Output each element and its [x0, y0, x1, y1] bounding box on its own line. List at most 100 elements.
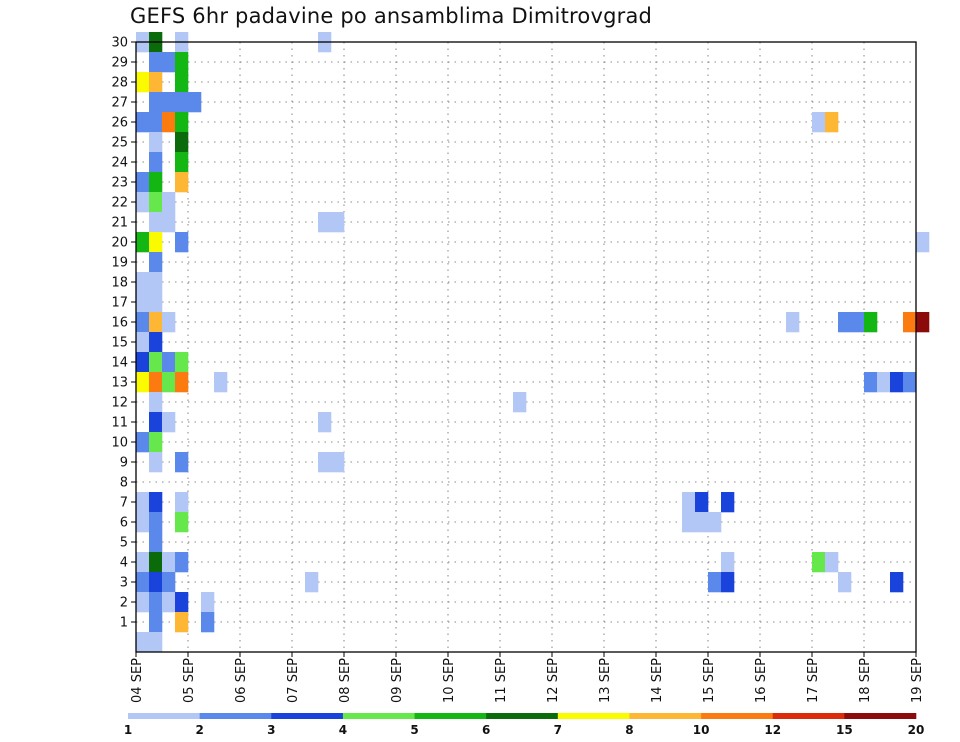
data-cell — [175, 352, 189, 373]
y-tick-label: 25 — [111, 136, 128, 151]
data-cell — [721, 552, 735, 573]
x-tick-label: 09 SEP — [390, 658, 405, 703]
colorbar-label: 5 — [410, 723, 418, 737]
data-cell — [149, 512, 163, 533]
y-tick-label: 19 — [111, 256, 128, 271]
y-tick-label: 3 — [120, 576, 128, 591]
data-cell — [149, 632, 163, 653]
data-cell — [812, 112, 826, 133]
colorbar-label: 7 — [554, 723, 562, 737]
data-cell — [903, 372, 917, 393]
data-cell — [708, 512, 722, 533]
data-cell — [175, 512, 189, 533]
data-cell — [162, 112, 176, 133]
data-cell — [149, 132, 163, 153]
y-tick-label: 10 — [111, 436, 128, 451]
x-tick-label: 16 SEP — [754, 658, 769, 703]
data-cell — [695, 512, 709, 533]
data-cell — [513, 392, 527, 413]
y-tick-label: 16 — [111, 316, 128, 331]
data-cell — [838, 572, 852, 593]
colorbar-label: 1 — [124, 723, 132, 737]
data-cell — [695, 492, 709, 513]
data-cell — [162, 312, 176, 333]
y-tick-label: 27 — [111, 96, 128, 111]
data-cell — [149, 592, 163, 613]
data-cell — [136, 572, 150, 593]
data-cell — [162, 552, 176, 573]
colorbar-label: 8 — [625, 723, 633, 737]
y-tick-label: 24 — [111, 156, 128, 171]
data-cell — [175, 452, 189, 473]
data-cell — [149, 272, 163, 293]
y-tick-label: 17 — [111, 296, 128, 311]
data-cell — [136, 432, 150, 453]
data-cell — [162, 412, 176, 433]
y-tick-label: 1 — [120, 616, 128, 631]
data-cell — [149, 232, 163, 253]
data-cell — [825, 112, 839, 133]
data-cell — [136, 232, 150, 253]
colorbar-label: 20 — [908, 723, 925, 737]
y-axis: 1234567891011121314151617181920212223242… — [111, 36, 136, 631]
data-cell — [175, 492, 189, 513]
y-tick-label: 29 — [111, 56, 128, 71]
data-cell — [331, 212, 345, 233]
colorbar-segment — [629, 713, 702, 719]
data-cell — [890, 572, 904, 593]
data-cell — [175, 92, 189, 113]
data-cell — [162, 192, 176, 213]
data-cell — [201, 612, 215, 633]
data-cell — [175, 172, 189, 193]
data-cell — [162, 572, 176, 593]
y-tick-label: 22 — [111, 196, 128, 211]
data-cell — [175, 112, 189, 133]
data-cell — [149, 292, 163, 313]
y-tick-label: 15 — [111, 336, 128, 351]
data-cell — [149, 532, 163, 553]
y-tick-label: 20 — [111, 236, 128, 251]
data-cells — [136, 32, 930, 653]
y-tick-label: 21 — [111, 216, 128, 231]
y-tick-label: 4 — [120, 556, 128, 571]
y-tick-label: 23 — [111, 176, 128, 191]
data-cell — [188, 92, 202, 113]
y-tick-label: 13 — [111, 376, 128, 391]
y-tick-label: 5 — [120, 536, 128, 551]
x-tick-label: 13 SEP — [598, 658, 613, 703]
y-tick-label: 7 — [120, 496, 128, 511]
data-cell — [864, 372, 878, 393]
data-cell — [162, 352, 176, 373]
data-cell — [136, 312, 150, 333]
y-tick-label: 2 — [120, 596, 128, 611]
colorbar-label: 2 — [195, 723, 203, 737]
data-cell — [136, 492, 150, 513]
data-cell — [136, 172, 150, 193]
data-cell — [175, 232, 189, 253]
x-tick-label: 19 SEP — [910, 658, 925, 703]
data-cell — [149, 92, 163, 113]
y-tick-label: 11 — [111, 416, 128, 431]
x-axis: 04 SEP 05 SEP 06 SEP 07 SEP 08 SEP 09 SEP 10 S… — [130, 652, 925, 703]
y-tick-label: 26 — [111, 116, 128, 131]
data-cell — [175, 372, 189, 393]
data-cell — [890, 372, 904, 393]
x-tick-label: 18 SEP — [858, 658, 873, 703]
chart-title: GEFS 6hr padavine po ansamblima Dimitrov… — [130, 4, 653, 28]
data-cell — [162, 592, 176, 613]
data-cell — [175, 72, 189, 93]
data-cell — [877, 372, 891, 393]
x-tick-label: 11 SEP — [494, 658, 509, 703]
data-cell — [201, 592, 215, 613]
data-cell — [812, 552, 826, 573]
grid — [135, 41, 917, 652]
data-cell — [149, 112, 163, 133]
data-cell — [162, 372, 176, 393]
data-cell — [149, 432, 163, 453]
x-tick-label: 07 SEP — [286, 658, 301, 703]
y-tick-label: 9 — [120, 456, 128, 471]
data-cell — [331, 452, 345, 473]
plot-frame — [135, 41, 917, 653]
data-cell — [851, 312, 865, 333]
y-tick-label: 30 — [111, 36, 128, 51]
